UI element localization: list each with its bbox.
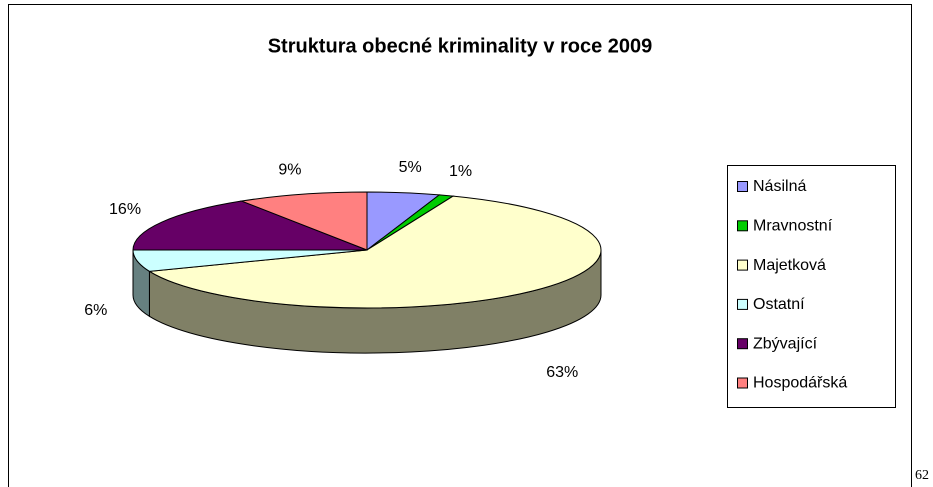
legend-label: Hospodářská: [753, 375, 847, 392]
legend-swatch: [737, 259, 748, 271]
data-label: 16%: [109, 201, 141, 218]
data-label: 5%: [399, 159, 422, 176]
data-label: 1%: [449, 163, 472, 180]
legend-swatch: [737, 220, 748, 232]
legend-label: Násilná: [753, 178, 806, 195]
page-number: 62: [915, 468, 929, 483]
chart-title: Struktura obecné kriminality v roce 2009: [268, 35, 653, 57]
legend-swatch: [737, 298, 748, 310]
slice: [147, 195, 602, 309]
legend-box: [727, 165, 896, 408]
legend-label: Ostatní: [753, 296, 805, 313]
data-label: 63%: [546, 364, 578, 381]
legend-label: Majetková: [753, 257, 826, 274]
legend-swatch: [737, 181, 748, 192]
legend-label: Mravnostní: [753, 218, 833, 235]
data-label: 9%: [278, 162, 301, 179]
legend-label: Zbývající: [753, 335, 818, 352]
legend-swatch: [737, 377, 748, 389]
legend-swatch: [737, 338, 748, 350]
data-label: 6%: [84, 302, 107, 319]
slice: [239, 191, 368, 251]
slice: [132, 200, 368, 251]
